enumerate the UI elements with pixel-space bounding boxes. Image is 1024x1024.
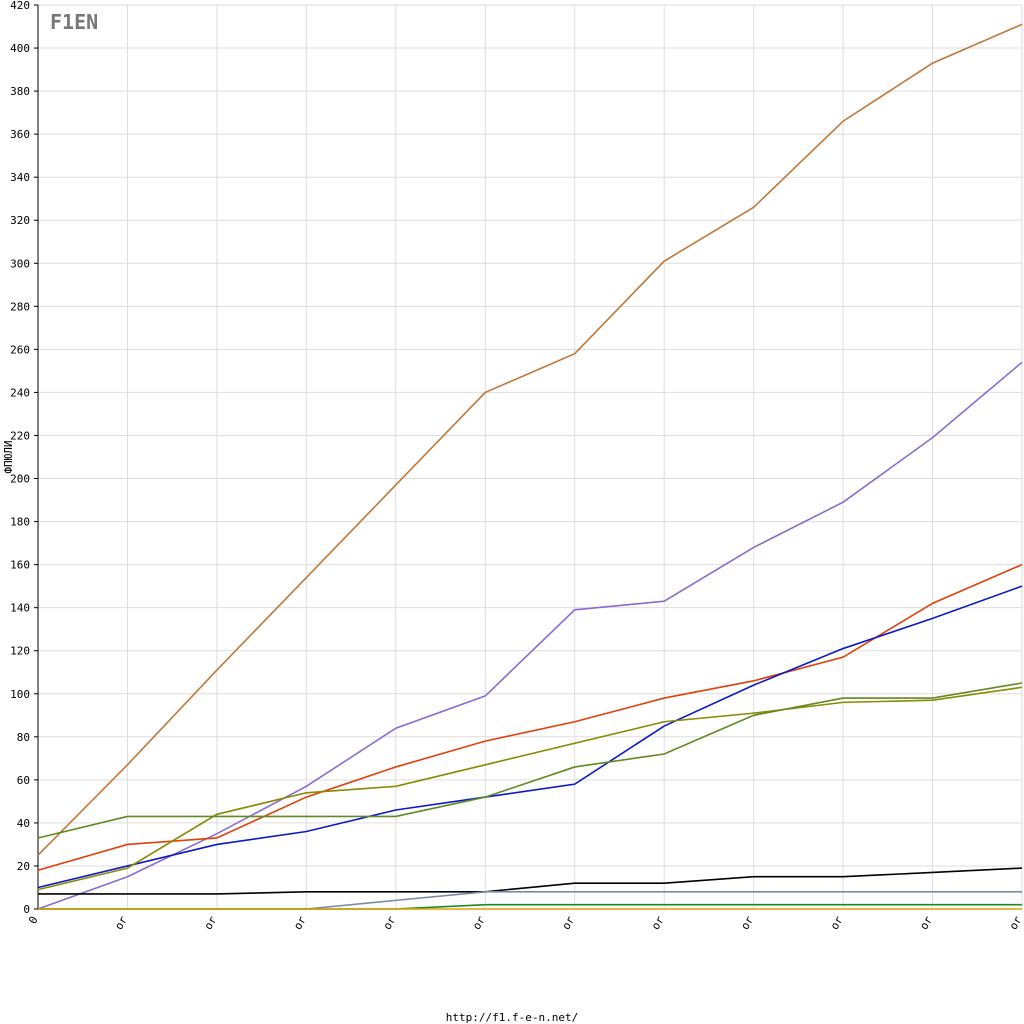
y-tick-label: 300 xyxy=(10,257,30,270)
x-tick-label: or xyxy=(828,914,846,932)
y-tick-label: 360 xyxy=(10,128,30,141)
y-tick-label: 80 xyxy=(17,731,30,744)
x-tick-label: or xyxy=(559,914,577,932)
x-tick-label: or xyxy=(291,914,309,932)
series-line xyxy=(37,585,1023,889)
y-tick-label: 240 xyxy=(10,386,30,399)
series-line xyxy=(37,563,1023,872)
x-tick-label: or xyxy=(917,914,935,932)
y-tick-label: 40 xyxy=(17,817,30,830)
series-line xyxy=(38,867,1023,895)
y-tick-label: 20 xyxy=(17,860,30,873)
logo: F1EN xyxy=(48,10,98,34)
y-tick-label: 100 xyxy=(10,688,30,701)
y-tick-label: 380 xyxy=(10,85,30,98)
series-line xyxy=(37,686,1023,891)
y-tick-label: 60 xyxy=(17,774,30,787)
y-tick-label: 160 xyxy=(10,559,30,572)
x-tick-label: or xyxy=(112,914,130,932)
y-tick-label: 180 xyxy=(10,516,30,529)
logo-text: F1EN xyxy=(50,10,98,34)
y-tick-label: 140 xyxy=(10,602,30,615)
x-tick-label: or xyxy=(738,914,756,932)
x-tick-label: or xyxy=(202,914,220,932)
x-tick-label: 0 xyxy=(26,914,41,926)
y-tick-label: 220 xyxy=(10,429,30,442)
x-tick-label: or xyxy=(470,914,488,932)
y-tick-label: 0 xyxy=(23,903,30,916)
footer: http://f1.f-e-n.net/ xyxy=(446,1011,578,1024)
y-tick-label: 200 xyxy=(10,473,30,486)
y-tick-label: 260 xyxy=(10,343,30,356)
logo-bg xyxy=(48,10,98,34)
series-line xyxy=(37,23,1023,856)
y-tick-label: 400 xyxy=(10,42,30,55)
y-tick-label: 340 xyxy=(10,171,30,184)
x-tick-label: or xyxy=(649,914,667,932)
y-axis-label: ФПЮЛИ xyxy=(2,440,15,473)
series-line xyxy=(37,361,1023,910)
x-tick-label: or xyxy=(381,914,399,932)
y-tick-label: 420 xyxy=(10,0,30,12)
x-tick-label: or xyxy=(1007,914,1024,932)
y-tick-label: 280 xyxy=(10,300,30,313)
series-line xyxy=(37,682,1023,839)
y-tick-label: 320 xyxy=(10,214,30,227)
y-tick-label: 120 xyxy=(10,645,30,658)
